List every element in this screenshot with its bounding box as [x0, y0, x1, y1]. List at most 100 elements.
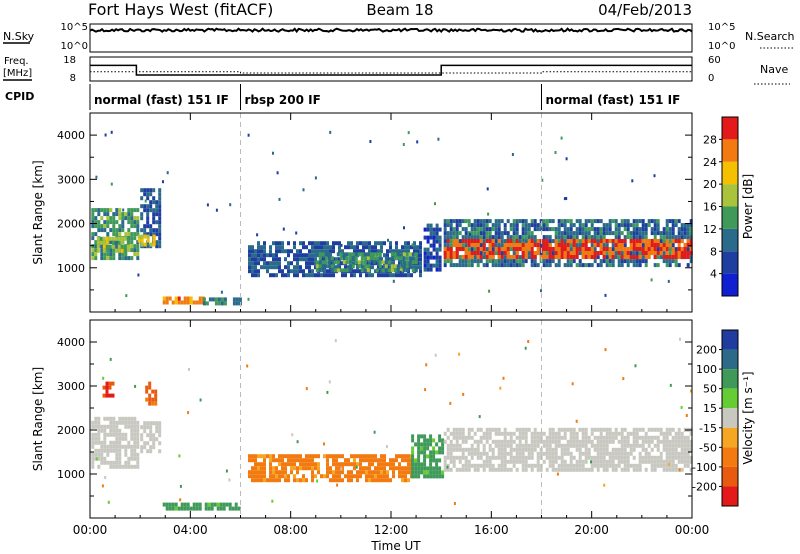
range-cell	[467, 247, 471, 252]
scatter-cell	[604, 293, 607, 297]
colorbar-segment	[722, 427, 738, 448]
range-cell	[413, 245, 416, 250]
range-cell	[362, 241, 365, 246]
range-cell	[590, 455, 594, 460]
range-cell	[473, 255, 477, 260]
range-cell	[578, 243, 582, 248]
range-cell	[402, 260, 406, 265]
range-cell	[407, 478, 410, 483]
range-cell	[168, 506, 172, 511]
range-cell	[503, 435, 507, 440]
range-cell	[91, 252, 95, 257]
range-cell	[452, 455, 456, 460]
range-cell	[390, 256, 394, 261]
range-cell	[91, 208, 95, 213]
range-cell	[103, 252, 107, 257]
range-cell	[482, 463, 486, 468]
range-cell	[578, 455, 582, 460]
range-cell	[136, 444, 140, 449]
range-cell	[572, 223, 576, 228]
range-cell	[674, 439, 678, 444]
range-cell	[133, 456, 137, 461]
range-cell	[91, 232, 95, 237]
range-cell	[429, 462, 433, 467]
range-cell	[401, 273, 404, 278]
range-cell	[318, 256, 322, 261]
range-cell	[488, 247, 492, 251]
range-cell	[512, 439, 516, 444]
range-cell	[296, 470, 299, 475]
range-cell	[563, 255, 567, 259]
range-cell	[557, 231, 561, 236]
scatter-cell	[179, 484, 182, 488]
range-cell	[581, 427, 585, 432]
range-cell	[326, 462, 329, 467]
range-cell	[554, 435, 558, 440]
range-cell	[377, 265, 380, 270]
range-cell	[626, 459, 630, 464]
range-cell	[521, 251, 525, 255]
range-cell	[500, 243, 504, 248]
range-cell	[429, 474, 433, 479]
range-cell	[575, 459, 579, 464]
range-cell	[473, 439, 477, 444]
range-cell	[662, 235, 666, 240]
range-cell	[152, 196, 156, 201]
range-cell	[417, 470, 421, 475]
range-cell	[455, 247, 459, 251]
range-cell	[617, 247, 621, 251]
range-cell	[263, 478, 266, 483]
scatter-cell	[316, 479, 319, 483]
range-cell	[530, 451, 534, 456]
range-cell	[668, 263, 672, 268]
range-cell	[118, 440, 122, 445]
range-cell	[248, 249, 251, 254]
range-cell	[275, 249, 278, 254]
range-cell	[638, 455, 642, 460]
range-cell	[650, 463, 654, 468]
range-cell	[257, 470, 260, 475]
range-cell	[587, 219, 591, 224]
range-cell	[476, 259, 480, 264]
range-cell	[638, 235, 642, 240]
y-tick-label: 3000	[57, 380, 85, 393]
range-cell	[332, 462, 335, 467]
range-cell	[683, 455, 687, 460]
range-cell	[401, 454, 404, 459]
range-cell	[686, 247, 690, 252]
range-cell	[596, 447, 600, 452]
range-cell	[171, 506, 175, 511]
range-cell	[494, 439, 498, 444]
range-cell	[512, 243, 516, 247]
scatter-cell	[166, 171, 169, 175]
range-cell	[195, 300, 199, 305]
range-cell	[611, 447, 615, 452]
range-cell	[251, 458, 254, 463]
range-cell	[650, 231, 654, 236]
range-cell	[476, 447, 480, 452]
scatter-cell	[336, 483, 339, 487]
range-cell	[386, 474, 389, 479]
range-cell	[105, 393, 109, 398]
range-cell	[491, 235, 495, 240]
range-cell	[617, 255, 621, 260]
range-cell	[503, 243, 507, 247]
range-cell	[620, 455, 624, 460]
range-cell	[662, 247, 666, 251]
colorbar-tick-label: 100	[696, 363, 717, 376]
range-cell	[515, 219, 519, 224]
range-cell	[411, 466, 415, 471]
range-cell	[305, 466, 308, 471]
range-cell	[689, 227, 693, 232]
range-cell	[641, 455, 645, 460]
range-cell	[449, 231, 453, 236]
range-cell	[599, 239, 603, 243]
range-cell	[671, 439, 675, 444]
range-cell	[109, 216, 113, 221]
range-cell	[602, 439, 606, 444]
range-cell	[548, 451, 552, 456]
range-cell	[506, 231, 510, 236]
range-cell	[435, 227, 439, 232]
range-cell	[94, 432, 98, 437]
range-cell	[566, 231, 570, 236]
